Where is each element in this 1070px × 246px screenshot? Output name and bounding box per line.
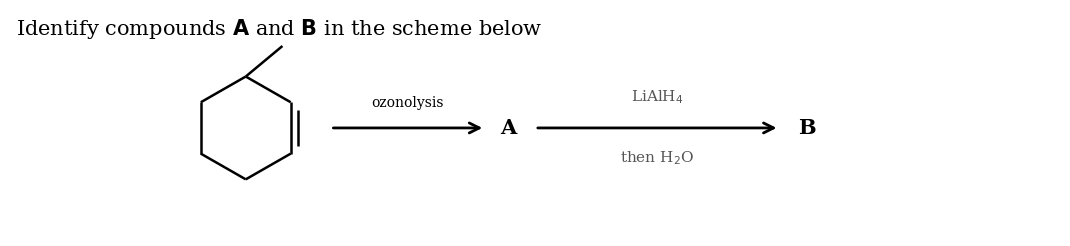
Text: Identify compounds $\mathbf{A}$ and $\mathbf{B}$ in the scheme below: Identify compounds $\mathbf{A}$ and $\ma… — [16, 17, 542, 41]
Text: B: B — [798, 118, 816, 138]
Text: A: A — [500, 118, 516, 138]
Text: LiAlH$_4$: LiAlH$_4$ — [631, 89, 684, 106]
Text: ozonolysis: ozonolysis — [371, 96, 444, 110]
Text: then H$_2$O: then H$_2$O — [621, 150, 694, 167]
